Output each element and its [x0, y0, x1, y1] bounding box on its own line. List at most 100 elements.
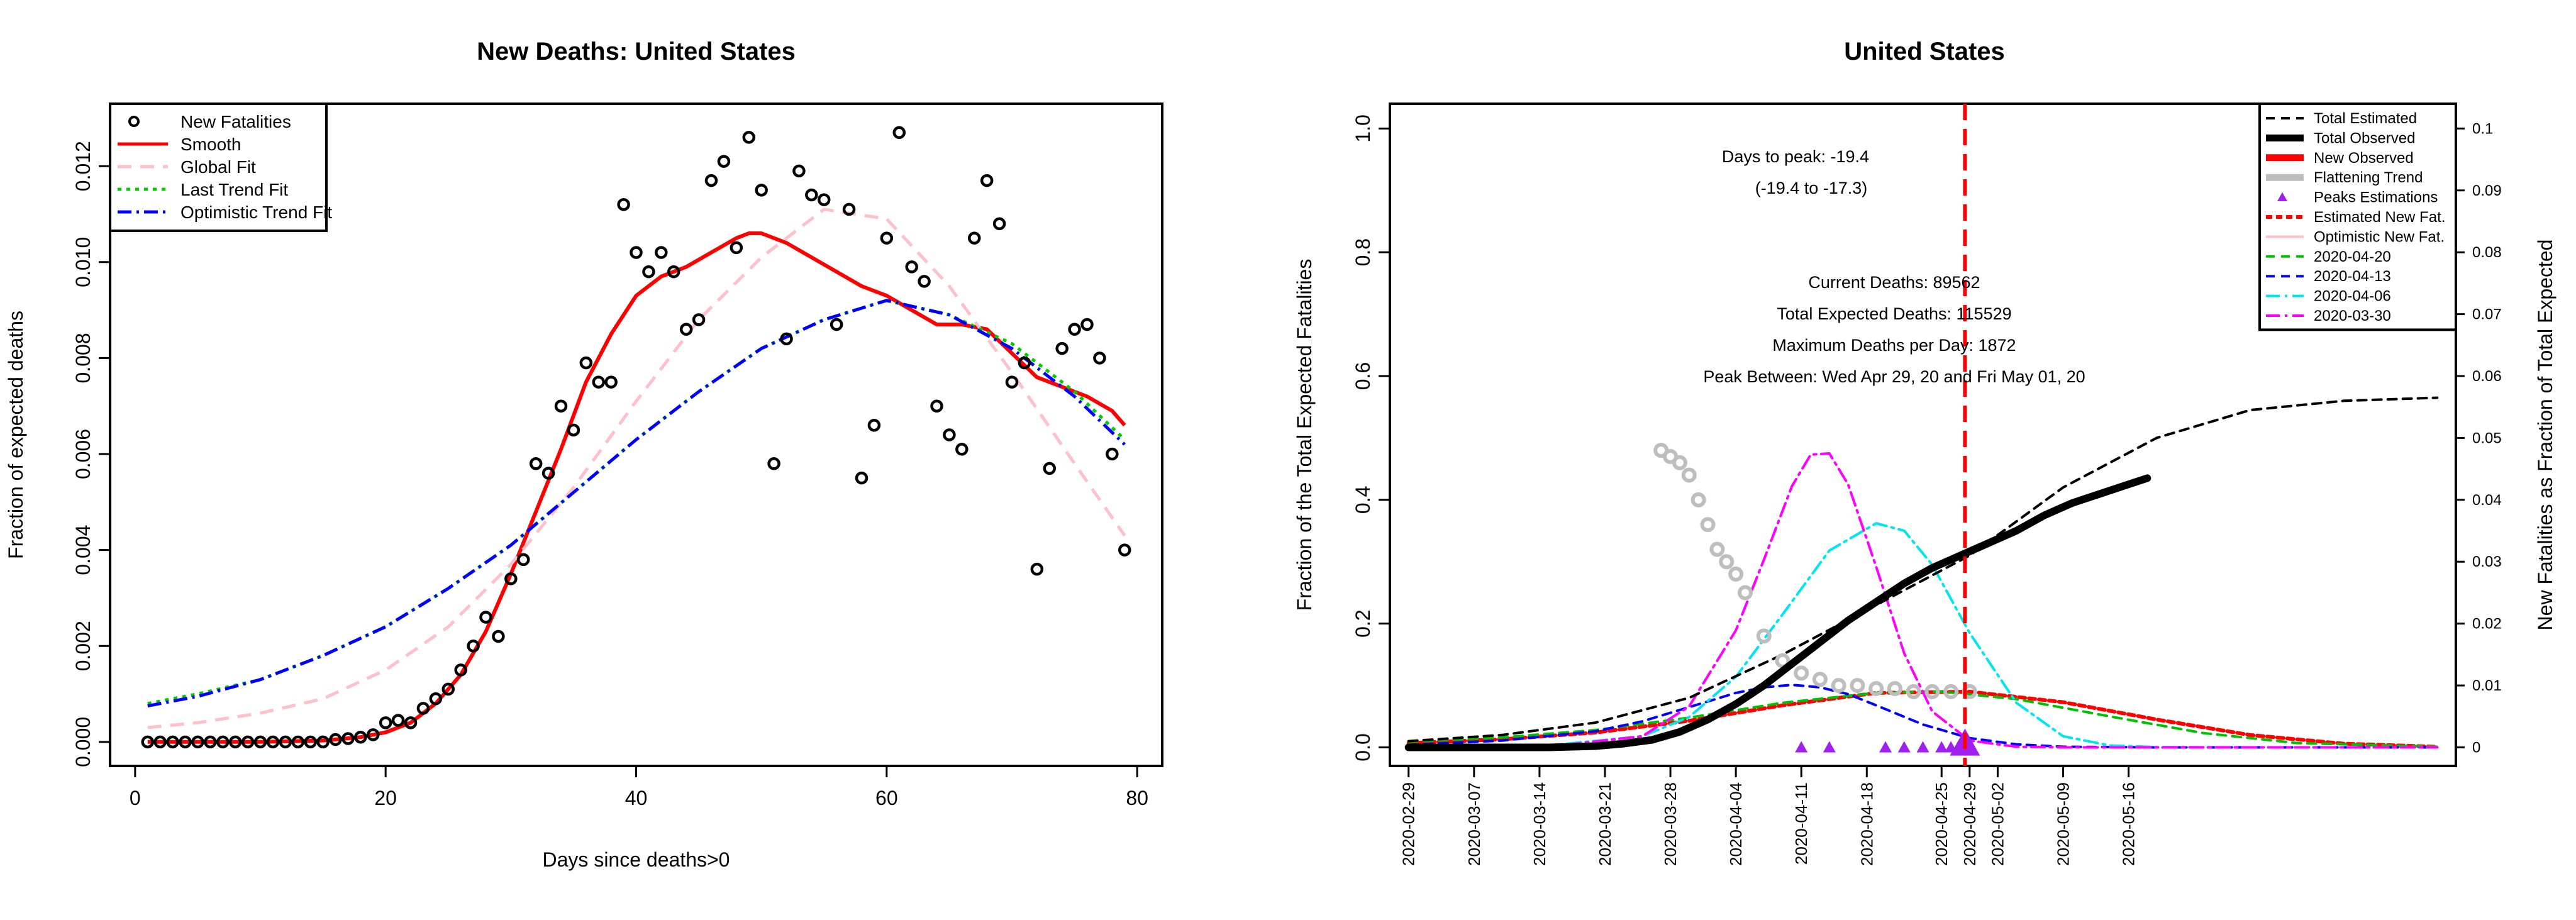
- new-fatalities-point: [504, 572, 518, 585]
- legend-label-new-observed: New Observed: [2314, 150, 2414, 167]
- flattening-trend-point: [1728, 566, 1744, 582]
- new-fatalities-point: [905, 260, 918, 274]
- x-tick-label: 80: [1126, 787, 1148, 809]
- new-fatalities-point: [354, 730, 367, 744]
- new-fatalities-point: [529, 457, 543, 470]
- y2-tick-label: 0.03: [2472, 553, 2502, 570]
- new-fatalities-point: [416, 702, 430, 715]
- y-tick-label: 0.010: [72, 237, 94, 287]
- flattening-trend-point: [1709, 541, 1725, 557]
- new-fatalities-point: [517, 553, 530, 567]
- new-fatalities-point: [730, 241, 743, 255]
- new-fatalities-point: [391, 714, 405, 727]
- new-fatalities-point: [166, 735, 179, 749]
- new-fatalities-point: [1005, 375, 1019, 389]
- legend-label-total-estimated: Total Estimated: [2314, 110, 2417, 127]
- new-fatalities-point: [179, 735, 192, 749]
- new-fatalities-point: [667, 265, 680, 279]
- x-tick-label: 2020-03-28: [1661, 782, 1680, 866]
- new-fatalities-point: [404, 716, 418, 729]
- y2-tick-label: 0.08: [2472, 244, 2502, 261]
- x-tick-label: 2020-04-29: [1960, 782, 1979, 866]
- y-tick-label: 1.0: [1352, 114, 1374, 142]
- legend-label-peaks-estimations: Peaks Estimations: [2314, 189, 2438, 206]
- new-fatalities-point: [867, 418, 881, 432]
- current-deaths-label: Current Deaths: 89562: [1808, 273, 1980, 292]
- legend-label-estimated-new-fat: Estimated New Fat.: [2314, 209, 2445, 226]
- y2-tick-label: 0: [2472, 739, 2480, 756]
- new-fatalities-point: [291, 735, 304, 749]
- new-fatalities-point: [1055, 341, 1069, 355]
- x-tick-label: 0: [130, 787, 141, 809]
- legend-label-smooth: Smooth: [180, 135, 242, 154]
- new-fatalities-point: [316, 735, 330, 749]
- flattening-trend-point: [1868, 680, 1884, 696]
- legend-swatch-peaks-estimations: [2277, 192, 2287, 201]
- legend-label-2020-03-30: 2020-03-30: [2314, 308, 2391, 324]
- x-tick-label: 2020-02-29: [1399, 782, 1418, 866]
- x-tick-label: 2020-04-18: [1857, 782, 1876, 866]
- new-fatalities-point: [818, 193, 831, 206]
- x-tick-label: 60: [875, 787, 898, 809]
- y2-axis-label: New Fatalities as Fraction of Total Expe…: [2534, 240, 2557, 631]
- new-fatalities-point: [204, 735, 217, 749]
- new-fatalities-point: [955, 443, 969, 456]
- new-fatalities-point: [441, 682, 455, 696]
- new-fatalities-point: [579, 356, 593, 370]
- new-deaths-chart: New Deaths: United States Days since deat…: [4, 38, 1163, 871]
- new-fatalities-point: [329, 733, 342, 746]
- legend-label-optimistic-trend-fit: Optimistic Trend Fit: [180, 202, 332, 222]
- legend-label-global-fit: Global Fit: [180, 157, 256, 177]
- y2-tick-label: 0.05: [2472, 430, 2502, 446]
- new-fatalities-point: [1018, 356, 1031, 370]
- peak-estimation-marker: [1935, 741, 1948, 753]
- flattening-trend-point: [1887, 680, 1902, 696]
- x-tick-label: 2020-03-14: [1530, 782, 1549, 866]
- new-fatalities-point: [992, 217, 1006, 231]
- peak-estimation-marker: [1795, 741, 1808, 753]
- legend-label-optimistic-new-fat: Optimistic New Fat.: [2314, 228, 2445, 245]
- new-fatalities-point: [367, 728, 380, 741]
- flattening-trend-point: [1738, 585, 1753, 601]
- new-fatalities-point: [279, 735, 292, 749]
- y-tick-label: 0.6: [1352, 362, 1374, 390]
- new-fatalities-point: [1068, 323, 1081, 336]
- flattening-trend-point: [1831, 678, 1846, 694]
- new-fatalities-point: [216, 735, 230, 749]
- new-fatalities-point: [266, 735, 280, 749]
- y-tick-label: 0.002: [72, 621, 94, 671]
- new-fatalities-point: [717, 155, 731, 168]
- new-fatalities-point: [892, 126, 906, 140]
- new-fatalities-point: [1106, 447, 1119, 461]
- new-fatalities-point: [805, 188, 818, 202]
- series-total-observed: [1404, 474, 2151, 751]
- new-fatalities-point: [704, 174, 718, 187]
- new-fatalities-point: [141, 735, 154, 749]
- new-fatalities-point: [341, 732, 355, 745]
- new-fatalities-point: [679, 323, 693, 336]
- x-tick-label: 2020-05-16: [2119, 782, 2138, 866]
- new-fatalities-point: [1080, 318, 1094, 331]
- y-tick-label: 0.000: [72, 717, 94, 767]
- flattening-trend-point: [1906, 684, 1921, 699]
- flattening-trend-point: [1719, 554, 1735, 570]
- y2-tick-label: 0.01: [2472, 677, 2502, 694]
- new-fatalities-point: [617, 197, 630, 211]
- x-tick-label: 2020-04-04: [1726, 782, 1745, 866]
- flattening-trend-point: [1812, 672, 1828, 687]
- new-fatalities-point: [655, 246, 668, 259]
- new-fatalities-point: [191, 735, 204, 749]
- new-fatalities-point: [943, 428, 956, 441]
- chart-title: United States: [1844, 38, 2005, 65]
- new-fatalities-point: [792, 164, 806, 178]
- days-to-peak-label: Days to peak: -19.4: [1722, 147, 1869, 166]
- new-fatalities-point: [492, 629, 505, 643]
- new-fatalities-point: [1043, 462, 1056, 475]
- series-optimistic-trend-fit: [147, 299, 1126, 708]
- y2-tick-label: 0.07: [2472, 306, 2502, 323]
- y-axis-label: Fraction of the Total Expected Fatalitie…: [1293, 259, 1316, 611]
- new-fatalities-point: [692, 313, 706, 326]
- x-tick-label: 2020-05-09: [2054, 782, 2073, 866]
- x-tick-label: 2020-03-07: [1465, 782, 1484, 866]
